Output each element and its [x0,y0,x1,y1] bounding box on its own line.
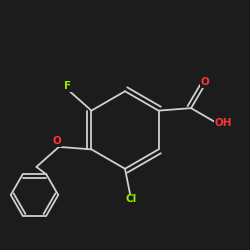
Text: O: O [52,136,61,146]
Text: OH: OH [215,118,232,128]
Text: F: F [64,81,71,91]
Text: O: O [200,78,209,88]
Text: Cl: Cl [126,194,137,204]
